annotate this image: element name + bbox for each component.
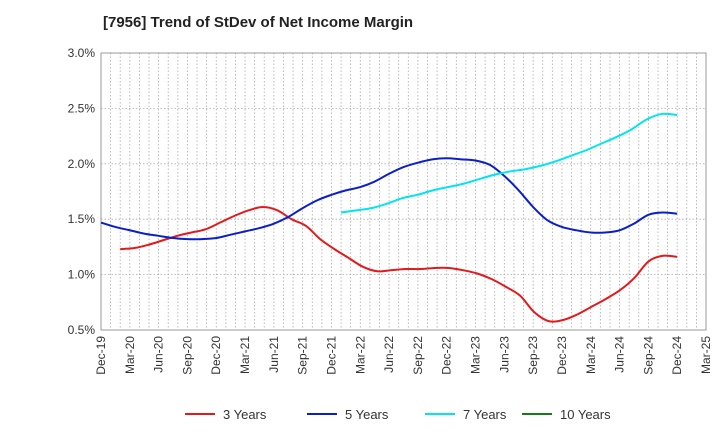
x-tick-label: Dec-20 [209, 336, 223, 375]
chart-title: [7956] Trend of StDev of Net Income Marg… [103, 14, 414, 31]
series-line-3-years [120, 206, 678, 323]
x-tick-label: Mar-24 [584, 336, 598, 374]
x-tick-label: Jun-22 [382, 336, 396, 373]
x-tick-label: Mar-20 [123, 336, 137, 374]
y-tick-label: 0.5% [68, 323, 96, 337]
x-tick-label: Dec-23 [555, 336, 569, 375]
x-tick-label: Sep-21 [296, 336, 310, 375]
x-tick-label: Mar-21 [238, 336, 252, 374]
x-axis-ticks: Dec-19 Mar-20 Jun-20 Sep-20 Dec-20 Mar-21 Jun-… [94, 336, 713, 375]
x-tick-label: Mar-25 [699, 336, 713, 374]
x-tick-label: Mar-23 [469, 336, 483, 374]
x-tick-label: Mar-22 [353, 336, 367, 374]
x-tick-label: Sep-24 [641, 336, 655, 375]
y-tick-label: 1.5% [68, 212, 96, 226]
x-tick-label: Jun-21 [267, 336, 281, 373]
x-tick-label: Jun-23 [497, 336, 511, 373]
x-tick-label: Sep-23 [526, 336, 540, 375]
legend: 3 Years 5 Years 7 Years 10 Years [185, 407, 611, 422]
x-tick-label: Dec-19 [94, 336, 108, 375]
legend-label: 10 Years [560, 407, 611, 422]
x-tick-label: Jun-24 [613, 336, 627, 373]
legend-label: 5 Years [345, 407, 389, 422]
y-tick-label: 2.0% [68, 157, 96, 171]
y-tick-label: 3.0% [68, 46, 96, 60]
series-line-5-years [100, 157, 678, 241]
x-tick-label: Jun-20 [152, 336, 166, 373]
x-tick-label: Sep-20 [180, 336, 194, 375]
series-lines [100, 112, 678, 323]
y-axis-ticks: 0.5% 1.0% 1.5% 2.0% 2.5% 3.0% [68, 46, 96, 337]
grid-lines [101, 52, 706, 331]
series-line-7-years [340, 112, 678, 214]
legend-label: 7 Years [463, 407, 507, 422]
x-tick-label: Sep-22 [411, 336, 425, 375]
x-tick-label: Dec-22 [440, 336, 454, 375]
y-tick-label: 1.0% [68, 268, 96, 282]
legend-label: 3 Years [223, 407, 267, 422]
x-tick-label: Dec-24 [670, 336, 684, 375]
plot-area [100, 52, 707, 331]
y-tick-label: 2.5% [68, 101, 96, 115]
x-tick-label: Dec-21 [324, 336, 338, 375]
